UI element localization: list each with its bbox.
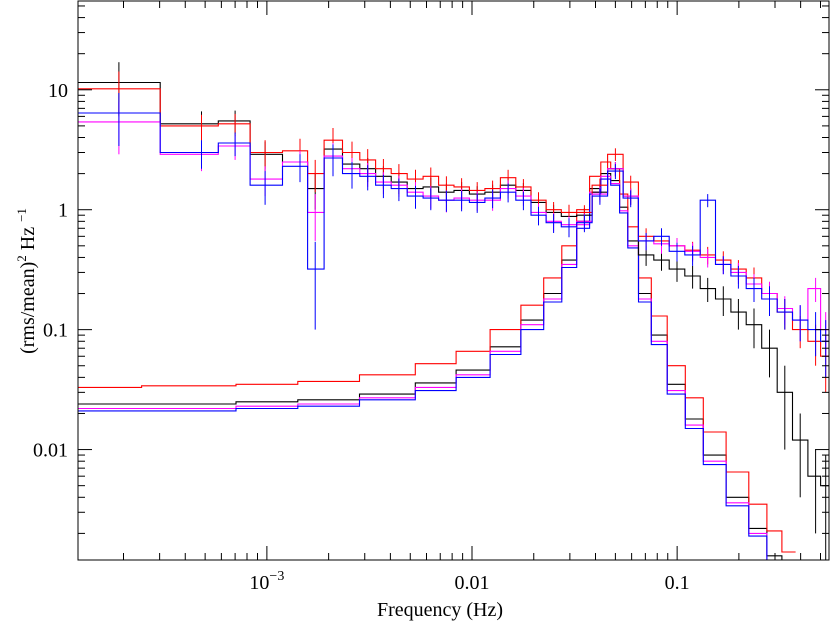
model-curve-7 — [78, 178, 796, 561]
y-axis-title-sup: 2 — [14, 255, 29, 262]
y-axis-title: (rms/mean)2 Hz −1 — [14, 208, 39, 354]
data-series-3 — [78, 93, 829, 378]
model-line-6 — [78, 175, 796, 561]
data-series-1 — [78, 71, 829, 393]
model-line-4 — [78, 173, 796, 561]
y-tick-label: 0.01 — [33, 440, 68, 462]
data-line-2 — [78, 121, 829, 331]
x-tick-label: 0.01 — [455, 572, 490, 594]
data-line-3 — [78, 112, 829, 342]
model-curve-6 — [78, 175, 796, 561]
y-axis-title-main: (rms/mean) — [17, 262, 39, 354]
plot-frame — [77, 0, 830, 561]
model-curve-5 — [78, 161, 796, 553]
x-tick-label: 10−3 — [249, 569, 284, 594]
x-tick-label: 0.1 — [665, 572, 690, 594]
axis-ticks — [78, 1, 829, 560]
y-axis-title-exp: −1 — [14, 208, 29, 222]
model-curves — [78, 161, 796, 561]
y-tick-label: 0.1 — [43, 320, 68, 342]
data-series — [78, 62, 829, 560]
x-axis-title: Frequency (Hz) — [377, 599, 503, 621]
y-axis-title-unit: Hz — [17, 222, 39, 255]
y-tick-label: 1 — [58, 200, 68, 222]
model-line-5 — [78, 161, 796, 553]
data-series-0 — [78, 62, 829, 560]
data-line-0 — [78, 81, 829, 487]
tick-labels: 10−3 0.01 0.1 10 1 0.1 0.01 — [33, 80, 690, 594]
data-series-2 — [78, 102, 829, 357]
model-line-7 — [78, 178, 796, 561]
model-curve-4 — [78, 173, 796, 561]
y-tick-label: 10 — [48, 80, 68, 102]
data-line-1 — [78, 88, 829, 357]
